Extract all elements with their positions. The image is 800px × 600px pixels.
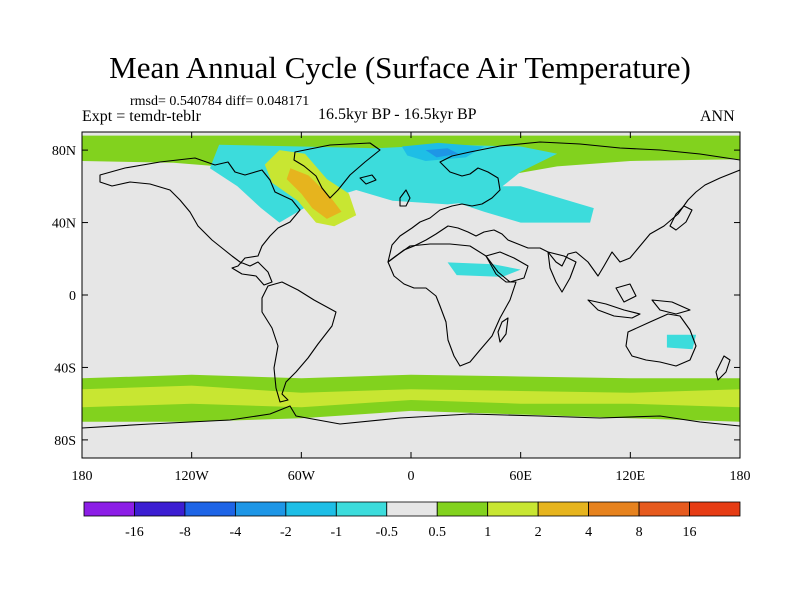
x-tick-label: 60W xyxy=(288,469,316,484)
colorbar-swatch xyxy=(689,501,741,517)
coastline-madagascar xyxy=(497,317,509,343)
colorbar-swatch xyxy=(184,501,236,517)
colorbar-swatch xyxy=(638,501,690,517)
coastline-arabia xyxy=(485,251,529,283)
coastline-north-america xyxy=(99,157,301,286)
coastline-iceland xyxy=(359,174,377,185)
anomaly-fill-layer xyxy=(82,135,740,422)
coastline-india xyxy=(547,251,577,293)
chart-title: Mean Annual Cycle (Surface Air Temperatu… xyxy=(109,50,691,85)
coastline-borneo xyxy=(615,283,637,303)
colorbar-label: 16 xyxy=(683,525,697,540)
colorbar-swatch xyxy=(537,501,590,517)
season-label: ANN xyxy=(700,108,735,125)
colorbar-label: -0.5 xyxy=(376,525,398,540)
colorbar-label: 4 xyxy=(585,525,592,540)
colorbar-swatch xyxy=(335,501,388,517)
period-label: 16.5kyr BP - 16.5kyr BP xyxy=(318,106,477,123)
coastline-south-america xyxy=(261,281,337,403)
colorbar-label: 1 xyxy=(484,525,491,540)
y-tick-label: 80S xyxy=(54,434,76,449)
colorbar-swatch xyxy=(83,501,135,517)
coastline-layer xyxy=(82,141,740,429)
coastline-australia xyxy=(625,313,697,367)
coastline-british-isles xyxy=(399,189,411,207)
rmsd-diff-stats: rmsd= 0.540784 diff= 0.048171 xyxy=(130,94,310,109)
y-tick-label: 80N xyxy=(52,144,76,159)
y-tick-label: 40N xyxy=(52,217,76,232)
coastline-indonesia xyxy=(587,299,641,319)
colorbar-swatch xyxy=(386,501,438,517)
colorbar-label: -8 xyxy=(179,525,191,540)
colorbar-label: -4 xyxy=(230,525,242,540)
colorbar-label: -16 xyxy=(125,525,144,540)
x-tick-label: 120E xyxy=(616,469,646,484)
anomaly-labrador-warm-core xyxy=(286,168,342,219)
colorbar-swatch xyxy=(134,501,186,517)
x-tick-label: 180 xyxy=(730,469,751,484)
experiment-label: Expt = temdr-teblr xyxy=(82,108,201,125)
anomaly-southern-ocean-core xyxy=(82,385,740,408)
colorbar: -16 -8 -4 -2 -1 -0.5 0.5 1 2 4 8 16 xyxy=(83,501,741,540)
colorbar-label: -2 xyxy=(280,525,292,540)
x-tick-label: 0 xyxy=(408,469,415,484)
anomaly-australia-cool xyxy=(666,334,697,350)
colorbar-label: -1 xyxy=(330,525,342,540)
anomaly-eurasia-cool xyxy=(447,186,594,223)
coastline-africa xyxy=(387,243,517,367)
colorbar-swatch xyxy=(487,501,539,517)
coastline-japan xyxy=(669,205,693,231)
colorbar-label: 0.5 xyxy=(428,525,446,540)
colorbar-swatch xyxy=(285,501,337,517)
colorbar-swatch xyxy=(588,501,640,517)
coastline-eurasia xyxy=(387,141,740,277)
colorbar-swatch xyxy=(234,501,287,517)
colorbar-label: 2 xyxy=(535,525,542,540)
x-tick-label: 180 xyxy=(72,469,93,484)
y-tick-label: 40S xyxy=(54,361,76,376)
colorbar-swatch xyxy=(436,501,489,517)
axis-ticks: 180 120W 60W 0 60E 120E 180 80N 40N 0 40S 80S xyxy=(52,132,751,484)
x-tick-label: 120W xyxy=(175,469,210,484)
coastline-new-guinea xyxy=(651,299,691,315)
anomaly-barents-cold xyxy=(425,148,459,158)
x-tick-label: 60E xyxy=(509,469,532,484)
coastline-greenland xyxy=(293,142,381,199)
coastline-antarctica xyxy=(82,405,740,429)
anomaly-middle-east-cool xyxy=(447,262,521,277)
coastline-new-zealand xyxy=(715,355,731,381)
colorbar-label: 8 xyxy=(636,525,643,540)
y-tick-label: 0 xyxy=(69,289,76,304)
